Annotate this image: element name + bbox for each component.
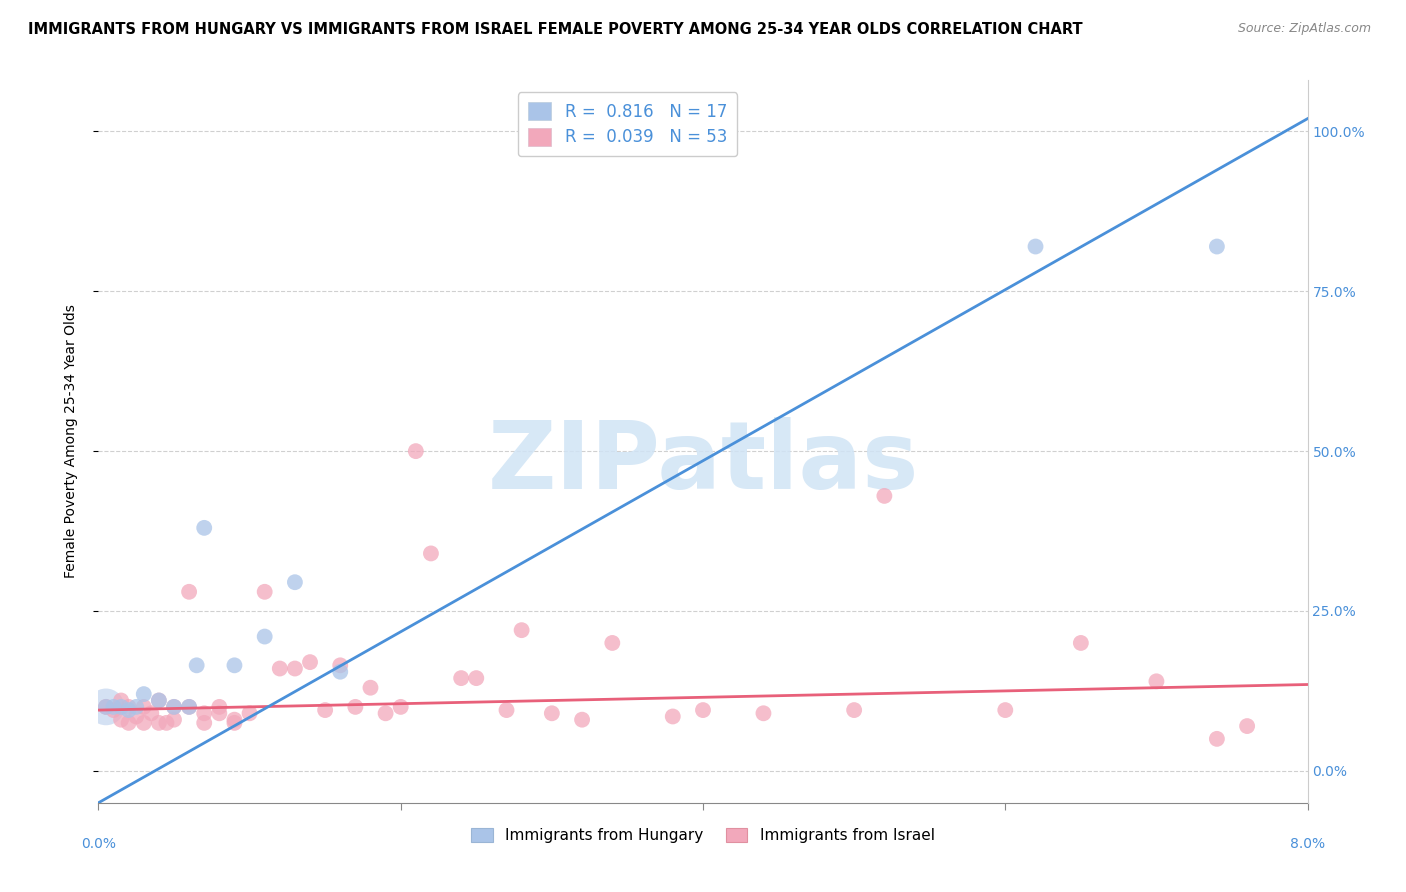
Text: 0.0%: 0.0% (82, 837, 115, 851)
Text: IMMIGRANTS FROM HUNGARY VS IMMIGRANTS FROM ISRAEL FEMALE POVERTY AMONG 25-34 YEA: IMMIGRANTS FROM HUNGARY VS IMMIGRANTS FR… (28, 22, 1083, 37)
Point (224, 713, 246, 727)
Y-axis label: Female Poverty Among 25-34 Year Olds: Female Poverty Among 25-34 Year Olds (63, 304, 77, 579)
Point (299, 655, 322, 669)
Point (132, 687, 155, 701)
Point (224, 658, 246, 673)
Text: Source: ZipAtlas.com: Source: ZipAtlas.com (1237, 22, 1371, 36)
Point (163, 699, 186, 714)
Point (692, 703, 714, 717)
Point (118, 699, 141, 714)
Point (155, 715, 177, 730)
Point (193, 715, 215, 730)
Point (1206, 731, 1229, 746)
Point (141, 706, 163, 721)
Point (224, 715, 246, 730)
Point (110, 699, 132, 714)
Point (540, 706, 562, 721)
Point (284, 661, 307, 675)
Point (1206, 239, 1229, 253)
Point (329, 658, 352, 673)
Point (844, 703, 866, 717)
Point (752, 706, 775, 721)
Point (125, 699, 148, 714)
Point (163, 713, 186, 727)
Point (118, 715, 141, 730)
Point (450, 671, 472, 685)
Point (1236, 719, 1258, 733)
Point (994, 703, 1017, 717)
Point (208, 706, 231, 721)
Point (94, 699, 117, 714)
Point (148, 715, 170, 730)
Point (103, 699, 125, 714)
Point (1070, 636, 1092, 650)
Point (389, 699, 412, 714)
Point (186, 658, 208, 673)
Point (344, 699, 367, 714)
Text: ZIPatlas: ZIPatlas (488, 417, 918, 509)
Point (284, 575, 307, 590)
Point (405, 444, 427, 458)
Point (163, 699, 186, 714)
Point (253, 584, 276, 599)
Point (208, 699, 231, 714)
Point (110, 713, 132, 727)
Point (125, 709, 148, 723)
Point (193, 706, 215, 721)
Point (1025, 239, 1047, 253)
Point (571, 713, 593, 727)
Point (103, 703, 125, 717)
Point (132, 699, 155, 714)
Point (148, 693, 170, 707)
Point (495, 703, 517, 717)
Point (314, 703, 336, 717)
Point (132, 715, 155, 730)
Point (465, 671, 488, 685)
Point (118, 703, 141, 717)
Point (420, 546, 443, 560)
Point (94, 699, 117, 714)
Point (510, 623, 533, 637)
Point (1146, 674, 1168, 689)
Point (360, 681, 382, 695)
Point (661, 709, 683, 723)
Point (602, 636, 624, 650)
Point (148, 693, 170, 707)
Point (239, 706, 262, 721)
Point (94, 699, 117, 714)
Point (110, 693, 132, 707)
Point (374, 706, 396, 721)
Point (329, 665, 352, 679)
Point (873, 489, 896, 503)
Point (193, 521, 215, 535)
Point (179, 584, 201, 599)
Point (269, 661, 291, 675)
Point (179, 699, 201, 714)
Point (179, 699, 201, 714)
Point (253, 630, 276, 644)
Text: 8.0%: 8.0% (1291, 837, 1324, 851)
Legend: Immigrants from Hungary, Immigrants from Israel: Immigrants from Hungary, Immigrants from… (465, 822, 941, 849)
